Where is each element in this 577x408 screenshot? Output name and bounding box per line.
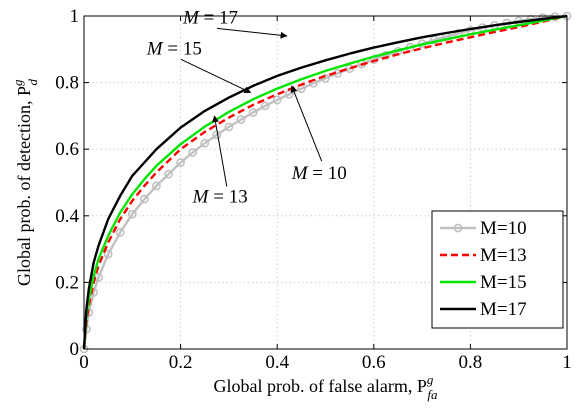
x-tick-label: 0.4 [265,352,289,373]
series-point-m-10 [224,122,234,132]
legend-marker-m-10 [453,223,463,233]
series-line-m-13 [82,14,568,350]
legend-label-m-17: M=17 [480,299,527,320]
legend: M=10 M=13 M=15 M=17 [431,210,564,329]
axes-box [83,15,568,350]
legend-label-m-15: M=15 [480,272,527,293]
annotation-arrow [212,115,228,187]
legend-label-m-13: M=13 [480,245,527,266]
annotation-arrow [217,27,288,39]
series-point-m-10 [103,249,113,259]
y-tick-label: 0.2 [55,272,79,293]
series-line-m-15 [82,14,568,350]
y-tick-label: 0.6 [55,139,79,160]
annotation-label: M = 17 [182,7,238,28]
series-point-m-10 [176,158,185,167]
x-tick-label: 0 [79,352,89,373]
series-point-m-10 [188,148,198,157]
annotation-label: M = 10 [291,163,347,184]
y-tick-label: 0.8 [55,73,79,94]
y-tick-label: 0.4 [55,206,79,227]
annotation-label: M = 15 [146,38,202,59]
series-point-m-10 [272,95,282,105]
x-tick-label: 1 [562,352,572,373]
series-point-m-10 [260,101,270,111]
annotation-label: M = 13 [192,186,248,207]
x-tick-label: 0.2 [169,352,193,373]
series-point-m-10 [200,138,210,148]
series-line-m-17 [82,14,568,350]
y-tick-label: 1 [70,6,80,27]
x-tick-label: 0.8 [459,352,483,373]
series-layer [79,11,572,354]
axes: 0 0.2 0.4 0.6 0.8 1 0 0.2 0.4 0.6 0.8 1 [55,6,572,373]
annotation-arrow [180,58,252,94]
x-axis-label: Global prob. of false alarm, Pg fa [213,372,438,402]
x-tick-label: 0.6 [362,352,386,373]
series-point-m-10 [139,194,149,204]
series-point-m-10 [152,181,161,191]
annotation-arrow [290,85,323,162]
y-tick-label: 0 [70,339,80,360]
series-point-m-10 [127,209,137,219]
axis-labels: Global prob. of false alarm, Pg fa Global … [10,79,438,402]
y-axis-label: Global prob. of detection, Pgd [10,79,40,286]
series-point-m-10 [164,169,173,179]
annotations: M = 17 M = 15 M = 10 M = 13 [146,7,347,207]
series-point-m-10 [115,228,125,237]
series-point-m-10 [248,108,258,117]
legend-label-m-10: M=10 [480,218,527,239]
series-point-m-10 [236,115,246,124]
